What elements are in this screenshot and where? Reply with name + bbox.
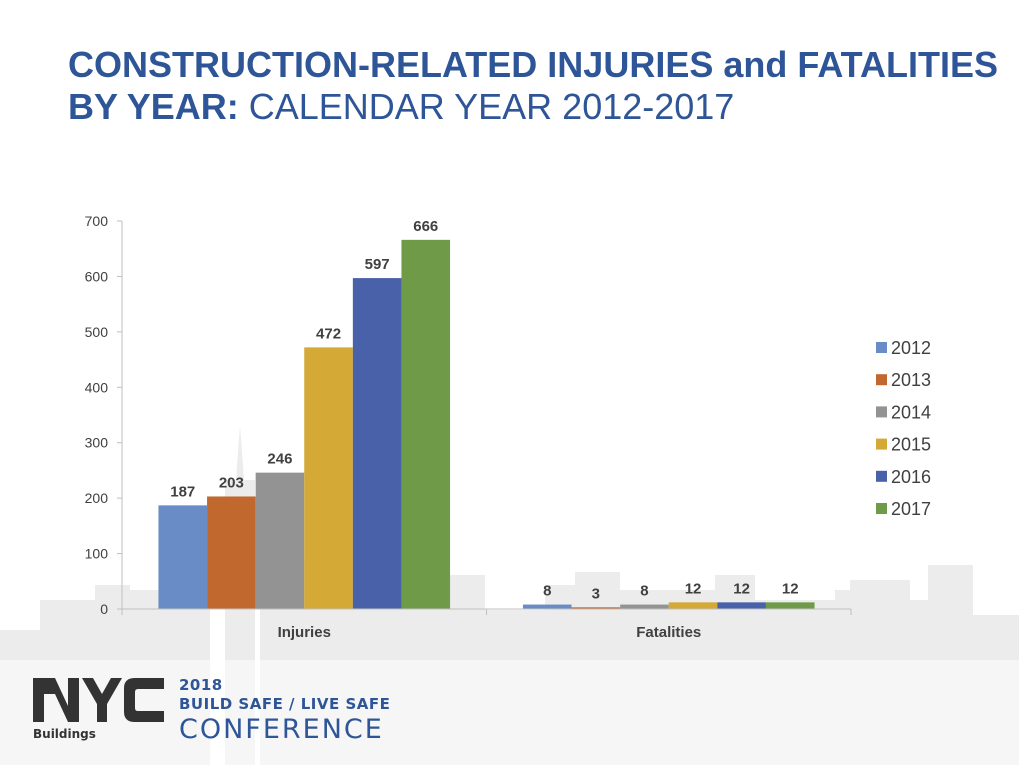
- nyc-buildings-logo: Buildings: [33, 678, 164, 741]
- data-label: 8: [640, 583, 648, 600]
- y-tick-label: 500: [85, 324, 109, 340]
- data-label: 472: [316, 325, 341, 342]
- data-label: 203: [219, 474, 244, 491]
- category-label-fatalities: Fatalities: [636, 624, 701, 641]
- data-label: 12: [782, 580, 799, 597]
- title-bold: CONSTRUCTION-RELATED INJURIES and FATALI…: [68, 44, 999, 127]
- legend-label-2013: 2013: [891, 370, 931, 390]
- bar-2012-injuries: [158, 505, 208, 609]
- data-label: 12: [685, 580, 702, 597]
- conference-name: CONFERENCE: [179, 714, 384, 745]
- page-title: CONSTRUCTION-RELATED INJURIES and FATALI…: [68, 44, 1019, 128]
- data-label: 3: [592, 585, 600, 602]
- legend-label-2015: 2015: [891, 435, 931, 455]
- y-tick-label: 600: [85, 268, 109, 284]
- bar-2014-fatalities: [620, 604, 669, 609]
- legend: 2012 2013 2014 2015 2016 2017: [876, 338, 931, 519]
- legend-swatch-2017: [876, 503, 887, 514]
- logo-subtext: Buildings: [33, 727, 96, 741]
- y-axis: 0 100 200 300 400 500 600 700: [85, 213, 123, 617]
- bar-2016-fatalities: [717, 602, 766, 609]
- bar-2012-fatalities: [522, 604, 572, 609]
- bar-2015-injuries: [304, 347, 353, 609]
- y-tick-label: 700: [85, 213, 109, 229]
- legend-swatch-2016: [876, 470, 887, 482]
- data-label: 666: [413, 218, 438, 235]
- legend-swatch-2014: [876, 406, 887, 418]
- category-label-injuries: Injuries: [278, 624, 331, 641]
- legend-label-2012: 2012: [891, 338, 931, 358]
- conference-branding: 2018 BUILD SAFE / LIVE SAFE CONFERENCE: [179, 676, 390, 746]
- bar-2013-injuries: [207, 496, 256, 609]
- title-subtitle: CALENDAR YEAR 2012-2017: [248, 86, 735, 127]
- data-label: 597: [365, 256, 390, 273]
- legend-label-2017: 2017: [891, 499, 931, 519]
- bar-2015-fatalities: [668, 602, 718, 609]
- bar-2017-fatalities: [765, 602, 815, 609]
- y-tick-label: 300: [85, 435, 109, 451]
- y-tick-label: 100: [85, 546, 109, 562]
- data-label: 246: [267, 451, 292, 468]
- bar-2017-injuries: [401, 239, 451, 610]
- y-tick-label: 0: [100, 601, 108, 617]
- legend-swatch-2013: [876, 374, 887, 386]
- data-label: 187: [170, 483, 195, 500]
- data-label: 12: [733, 580, 750, 597]
- legend-swatch-2015: [876, 438, 887, 450]
- y-tick-label: 400: [85, 379, 109, 395]
- bar-2016-injuries: [352, 278, 402, 609]
- y-tick-label: 200: [85, 490, 109, 506]
- legend-label-2016: 2016: [891, 467, 931, 487]
- data-label: 8: [543, 583, 551, 600]
- conference-tagline: BUILD SAFE / LIVE SAFE: [179, 695, 391, 713]
- conference-year: 2018: [179, 676, 223, 694]
- bars: 187 203 246 472 597 666 8 3 8 12 12 12: [158, 218, 815, 610]
- bar-2013-fatalities: [571, 607, 621, 609]
- legend-swatch-2012: [876, 342, 887, 353]
- x-axis: Injuries Fatalities: [121, 608, 852, 641]
- legend-label-2014: 2014: [891, 402, 931, 422]
- bar-2014-injuries: [255, 472, 305, 609]
